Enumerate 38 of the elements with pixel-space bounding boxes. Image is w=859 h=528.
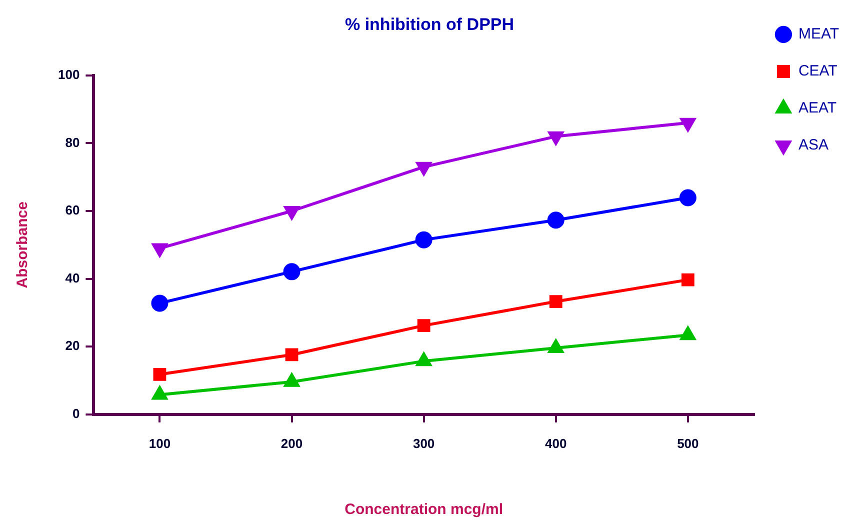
- point: [153, 368, 166, 381]
- point: [416, 352, 432, 366]
- x-tick-label: 100: [148, 436, 171, 451]
- point: [283, 263, 300, 280]
- point: [548, 339, 564, 353]
- legend-label: CEAT: [798, 62, 838, 80]
- point: [151, 294, 168, 312]
- y-tick-label: 0: [72, 406, 80, 421]
- y-tick-label: 100: [58, 66, 80, 82]
- legend-label: ASA: [798, 136, 828, 154]
- point: [285, 348, 298, 362]
- point: [284, 206, 300, 220]
- y-tick-label: 80: [65, 134, 80, 150]
- point: [680, 118, 696, 132]
- point: [680, 326, 696, 340]
- point: [547, 212, 564, 229]
- point: [549, 295, 562, 308]
- y-axis-title: Absorbance: [14, 202, 32, 288]
- x-axis-title: Concentration mcg/ml: [344, 501, 503, 518]
- y-tick-label: 20: [65, 338, 80, 354]
- x-tick-label: 200: [280, 436, 303, 451]
- point: [284, 373, 300, 387]
- chart-title: % inhibition of DPPH: [344, 14, 514, 34]
- point: [152, 243, 168, 257]
- x-tick-label: 300: [412, 436, 435, 451]
- point: [681, 273, 694, 286]
- x-tick-label: 400: [545, 436, 567, 451]
- y-tick-label: 60: [65, 202, 80, 218]
- x-tick-label: 500: [677, 436, 699, 451]
- legend-label: MEAT: [798, 26, 840, 43]
- point: [415, 231, 432, 248]
- point: [679, 189, 696, 206]
- point: [416, 162, 432, 176]
- point: [548, 131, 564, 145]
- point: [417, 319, 430, 332]
- point: [152, 386, 168, 400]
- legend-label: AEAT: [798, 100, 837, 117]
- y-tick-label: 40: [65, 270, 80, 286]
